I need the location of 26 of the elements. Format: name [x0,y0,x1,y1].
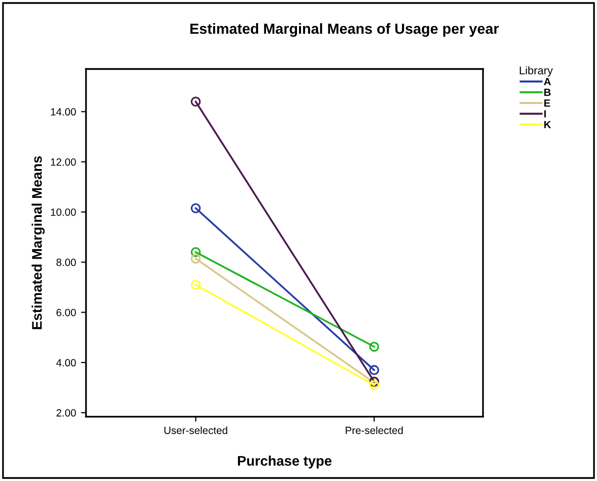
y-tick-label: 4.00 [56,359,76,366]
point [190,254,201,264]
y-tick-label: 14.00 [51,108,76,116]
x-tick-label: User-selected [164,426,228,434]
y-tick-label: 6.00 [56,308,76,316]
point [190,203,201,214]
legend-label: E [544,100,550,107]
legend-label: B [544,88,551,96]
x-axis-title: Purchase type [238,456,332,469]
legend-label: A [544,78,551,86]
point [190,96,201,107]
y-tick-label: 2.00 [56,409,76,417]
y-tick-label: 8.00 [56,258,76,266]
legend-label: I [544,110,546,118]
x-tick-label: Pre-selected [346,426,403,434]
y-tick-label: 10.00 [51,208,76,216]
legend-title: Library [520,66,553,77]
legend-label: K [544,121,552,128]
chart-title: Estimated Marginal Means of Usage per year [190,23,499,37]
y-tick-label: 12.00 [51,158,76,166]
point [190,247,201,258]
point [190,280,201,290]
point [369,380,380,390]
y-axis-title: Estimated Marginal Means [32,156,45,330]
point [369,342,380,352]
point [369,365,380,376]
